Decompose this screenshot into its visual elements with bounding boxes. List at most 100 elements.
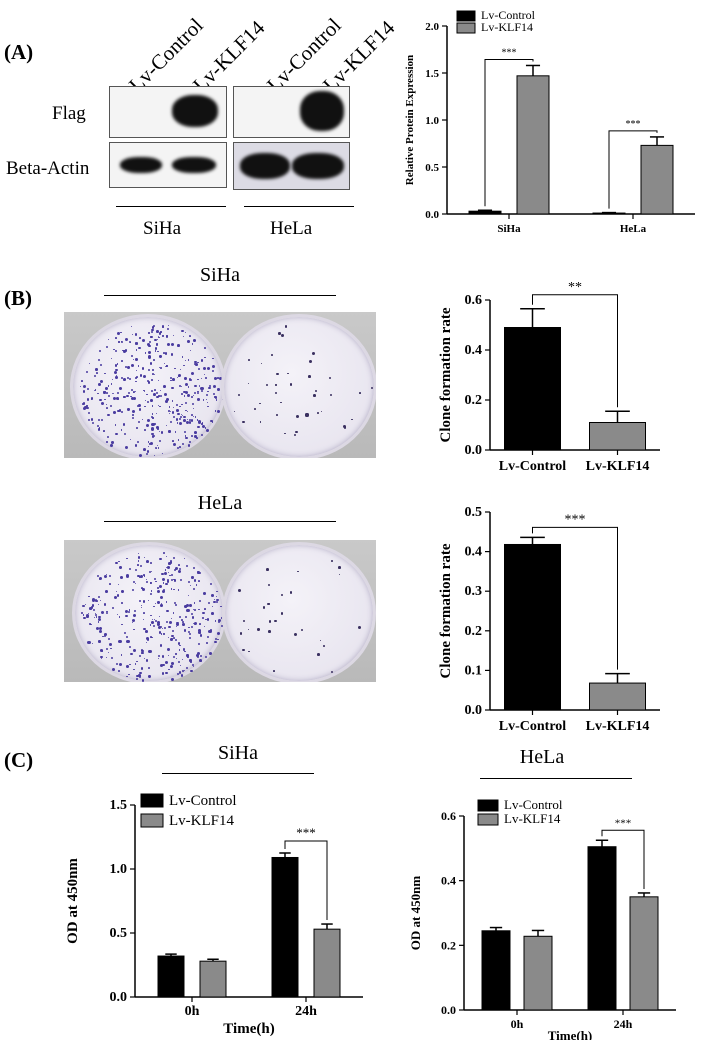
colony-dot xyxy=(97,358,101,362)
legend-label: Lv-Control xyxy=(481,8,536,22)
colony-dot xyxy=(87,613,89,615)
colony-dot xyxy=(138,404,142,408)
colony-dot xyxy=(193,602,196,604)
colony-dot xyxy=(371,386,374,389)
colony-dot xyxy=(145,452,149,456)
colony-dot xyxy=(103,430,106,432)
colony-dot xyxy=(141,419,143,421)
y-tick-label: 0.5 xyxy=(110,926,128,941)
colony-dot xyxy=(107,395,110,398)
colony-dot xyxy=(146,580,148,583)
colony-dot xyxy=(148,355,152,359)
colony-dot xyxy=(129,652,133,656)
colony-dot xyxy=(181,329,184,333)
colony-dot xyxy=(163,552,166,555)
colony-dot xyxy=(131,364,135,368)
cell-label-hela: HeLa xyxy=(270,218,313,239)
colony-dot xyxy=(88,595,90,598)
colony-dot xyxy=(82,604,85,607)
colony-dot xyxy=(159,643,163,647)
colony-dot xyxy=(159,389,161,391)
colony-dot xyxy=(161,655,165,658)
colony-dot xyxy=(266,602,270,605)
colony-dot xyxy=(128,377,132,381)
colony-dot xyxy=(95,367,98,371)
colony-dot xyxy=(198,629,201,632)
y-tick-label: 2.0 xyxy=(425,21,439,33)
colony-dot xyxy=(154,347,157,350)
colony-dot xyxy=(171,630,174,633)
legend-swatch xyxy=(140,793,164,808)
colony-dot xyxy=(151,328,154,332)
colony-dot xyxy=(177,660,180,664)
cck8-title-hela: HeLa xyxy=(519,746,565,768)
colony-dot xyxy=(214,396,218,399)
colony-dot xyxy=(157,620,160,624)
colony-dot xyxy=(131,416,135,420)
colony-dot xyxy=(155,412,158,415)
colony-dot xyxy=(267,583,271,587)
colony-dot xyxy=(203,347,206,350)
colony-dot xyxy=(99,350,102,352)
colony-dot xyxy=(165,601,167,603)
colony-dot xyxy=(187,594,190,597)
colony-dot xyxy=(190,613,193,616)
colony-dot xyxy=(308,360,312,364)
colony-dot xyxy=(153,455,156,457)
colony-dot xyxy=(121,360,123,362)
colony-dot xyxy=(147,418,151,422)
colony-dot xyxy=(146,343,150,347)
colony-dot xyxy=(168,412,171,415)
colony-dot xyxy=(179,615,182,619)
colony-dot xyxy=(206,428,210,432)
colony-dot xyxy=(89,623,92,626)
colony-dot xyxy=(112,606,115,609)
colony-dot xyxy=(214,620,217,622)
colony-dot xyxy=(147,380,151,384)
colony-dot xyxy=(82,402,85,405)
colony-dot xyxy=(161,589,165,593)
colony-dot xyxy=(158,585,162,589)
colony-dot xyxy=(96,371,99,374)
colony-dot xyxy=(135,348,138,351)
colony-dot xyxy=(190,661,192,663)
colony-dot xyxy=(162,324,165,328)
colony-dot xyxy=(99,380,103,384)
colony-dot xyxy=(132,391,134,394)
colony-dot xyxy=(197,425,201,429)
dish-hela-control xyxy=(72,542,226,682)
colony-dot xyxy=(193,567,196,570)
colony-dot xyxy=(120,376,124,380)
colony-dot xyxy=(276,372,279,375)
colony-dot xyxy=(122,378,126,382)
y-tick-label: 0.4 xyxy=(441,874,456,888)
legend-label: Lv-Control xyxy=(169,793,237,809)
colony-dot xyxy=(170,410,172,412)
colony-dot xyxy=(271,353,274,356)
y-axis-label: OD at 450nm xyxy=(65,858,81,944)
colony-dot xyxy=(151,379,154,382)
colony-dot xyxy=(147,667,150,669)
colony-dot xyxy=(88,362,90,364)
colony-dot xyxy=(215,398,218,401)
colony-dot xyxy=(178,445,181,448)
colony-dot xyxy=(140,667,143,670)
colony-dot xyxy=(166,609,169,612)
colony-dot xyxy=(118,341,120,343)
panel-label-c: (C) xyxy=(4,748,34,772)
colony-dot xyxy=(146,636,150,640)
colony-dot xyxy=(137,552,140,555)
colony-dot xyxy=(158,631,162,634)
significance-label: *** xyxy=(296,825,316,840)
colony-dot xyxy=(120,341,122,343)
colony-dot xyxy=(134,663,136,665)
colony-dot xyxy=(115,337,117,339)
colony-dot xyxy=(98,418,101,421)
colony-dot xyxy=(107,651,110,653)
colony-dot xyxy=(125,446,129,450)
colony-dot xyxy=(121,624,123,626)
colony-dot xyxy=(211,605,214,608)
colony-dot xyxy=(175,653,177,655)
colony-dot xyxy=(98,617,102,621)
colony-dot xyxy=(158,439,162,443)
